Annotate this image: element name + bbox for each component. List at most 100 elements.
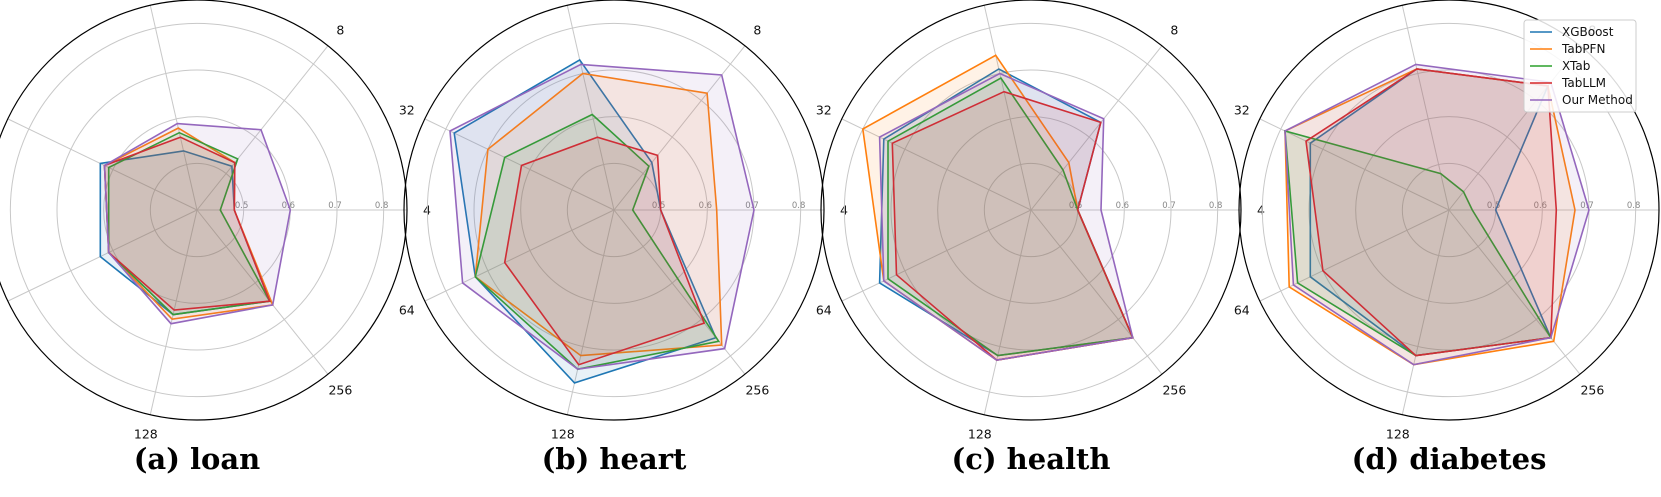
spoke-loan	[149, 5, 198, 211]
outer-frame-diabetes	[1238, 0, 1660, 421]
series-fill-our-method-health	[879, 73, 1133, 361]
ring-label-loan: 0.8	[375, 201, 389, 211]
series-line-xgboost-heart	[453, 58, 717, 384]
series-fill-tabllm-heart	[504, 137, 705, 365]
spoke-heart	[424, 118, 615, 211]
series-fill-tabllm-diabetes	[1306, 69, 1557, 356]
spoke-heart	[613, 209, 746, 375]
series-fill-our-method-diabetes	[1285, 64, 1589, 365]
legend-label-tabllm: TabLLM	[1561, 76, 1606, 90]
ring-label-heart: 0.5	[652, 201, 666, 211]
spoke-heart	[566, 209, 615, 415]
legend-item-xtab: XTab	[1530, 59, 1590, 73]
axis-label-diabetes: 256	[1580, 382, 1604, 397]
axis-label-loan: 256	[328, 382, 352, 397]
spoke-diabetes	[1401, 5, 1450, 211]
panel-caption-health: (c) health	[951, 442, 1110, 476]
axis-label-health: 64	[816, 302, 832, 317]
legend-label-our-method: Our Method	[1562, 93, 1633, 107]
spoke-health	[841, 209, 1032, 302]
axis-label-heart: 32	[399, 103, 415, 118]
series-fill-our-method-loan	[104, 123, 291, 324]
spoke-health	[1030, 209, 1163, 375]
ring-label-loan: 0.5	[235, 201, 249, 211]
axis-label-loan: 8	[336, 23, 344, 38]
ring-label-health: 0.7	[1162, 201, 1176, 211]
spoke-health	[1030, 45, 1163, 211]
series-fill-tabpfn-heart	[475, 73, 722, 356]
series-line-tabpfn-heart	[474, 72, 723, 357]
ring-label-diabetes: 0.6	[1534, 201, 1548, 211]
spoke-health	[983, 209, 1032, 415]
series-fill-our-method-heart	[450, 64, 754, 370]
radar-plot-loan: 481632641282560.50.60.70.8	[0, 0, 431, 442]
legend-label-tabpfn: TabPFN	[1561, 42, 1605, 56]
axis-label-health: 4	[1257, 203, 1265, 218]
series-fill-tabllm-loan	[104, 137, 270, 311]
series-fill-xtab-loan	[108, 132, 270, 315]
spoke-diabetes	[1448, 209, 1581, 375]
series-fill-tabpfn-loan	[104, 128, 273, 320]
series-line-our-method-health	[878, 72, 1134, 361]
axis-label-health: 32	[816, 103, 832, 118]
ring-label-diabetes: 0.8	[1627, 201, 1641, 211]
panel-caption-loan: (a) loan	[134, 442, 261, 476]
series-line-tabllm-heart	[503, 136, 706, 366]
spoke-loan	[7, 209, 198, 302]
panel-heart: 481632641282560.50.60.70.8 (b) heart	[399, 0, 848, 476]
series-fill-xgboost-health	[879, 69, 1133, 356]
ring-label-heart: 0.7	[745, 201, 759, 211]
series-line-our-method-heart	[449, 63, 755, 371]
panel-diabetes: 481632641282560.50.60.70.8 (d) diabetes	[1234, 0, 1660, 476]
axis-label-diabetes: 128	[1386, 427, 1410, 442]
legend: XGBoost TabPFN XTab TabLLM Our Method	[1523, 19, 1637, 113]
radar-plot-diabetes: 481632641282560.50.60.70.8	[1234, 0, 1660, 442]
spoke-health	[841, 118, 1032, 211]
legend-item-tabpfn: TabPFN	[1530, 42, 1605, 56]
legend-label-xtab: XTab	[1562, 59, 1590, 73]
spoke-heart	[424, 209, 615, 302]
axis-label-health: 128	[968, 427, 992, 442]
axis-label-diabetes: 32	[1234, 103, 1250, 118]
series-fill-xtab-diabetes	[1285, 131, 1551, 356]
axis-label-loan: 128	[134, 427, 158, 442]
spoke-loan	[7, 118, 198, 211]
legend-item-our-method: Our Method	[1530, 93, 1633, 107]
axis-label-health: 256	[1162, 382, 1186, 397]
panel-caption-diabetes: (d) diabetes	[1352, 442, 1547, 476]
legend-item-xgboost: XGBoost	[1530, 25, 1614, 39]
spoke-health	[983, 5, 1032, 211]
ring-label-health: 0.6	[1116, 201, 1130, 211]
axis-label-heart: 64	[399, 302, 415, 317]
spoke-loan	[149, 209, 198, 415]
series-fill-xgboost-heart	[454, 59, 716, 383]
series-fill-tabpfn-health	[862, 55, 1133, 361]
ring-label-heart: 0.6	[699, 201, 713, 211]
axis-label-health: 8	[1170, 23, 1178, 38]
legend-item-tabllm: TabLLM	[1530, 76, 1606, 90]
radar-plot-heart: 481632641282560.50.60.70.8	[399, 0, 848, 442]
spoke-loan	[196, 209, 329, 375]
radar-plot-health: 481632641282560.50.60.70.8	[816, 0, 1265, 442]
series-fill-xgboost-diabetes	[1310, 69, 1551, 356]
spoke-diabetes	[1259, 209, 1450, 302]
axis-label-heart: 256	[745, 382, 769, 397]
spoke-diabetes	[1259, 118, 1450, 211]
ring-label-diabetes: 0.5	[1487, 201, 1501, 211]
axis-label-heart: 8	[753, 23, 761, 38]
series-fill-tabllm-health	[892, 91, 1133, 361]
spoke-heart	[613, 45, 746, 211]
series-line-xtab-heart	[474, 113, 721, 371]
outer-frame-heart	[403, 0, 825, 421]
ring-label-health: 0.8	[1209, 201, 1223, 211]
legend-label-xgboost: XGBoost	[1562, 25, 1614, 39]
axis-label-diabetes: 64	[1234, 302, 1250, 317]
outer-frame-loan	[0, 0, 408, 421]
panel-caption-heart: (b) heart	[542, 442, 687, 476]
legend-frame	[1523, 19, 1637, 113]
series-line-our-method-loan	[103, 122, 292, 325]
series-fill-xgboost-loan	[100, 150, 270, 315]
ring-label-loan: 0.7	[328, 201, 342, 211]
panel-loan: 481632641282560.50.60.70.8 (a) loan	[0, 0, 431, 476]
